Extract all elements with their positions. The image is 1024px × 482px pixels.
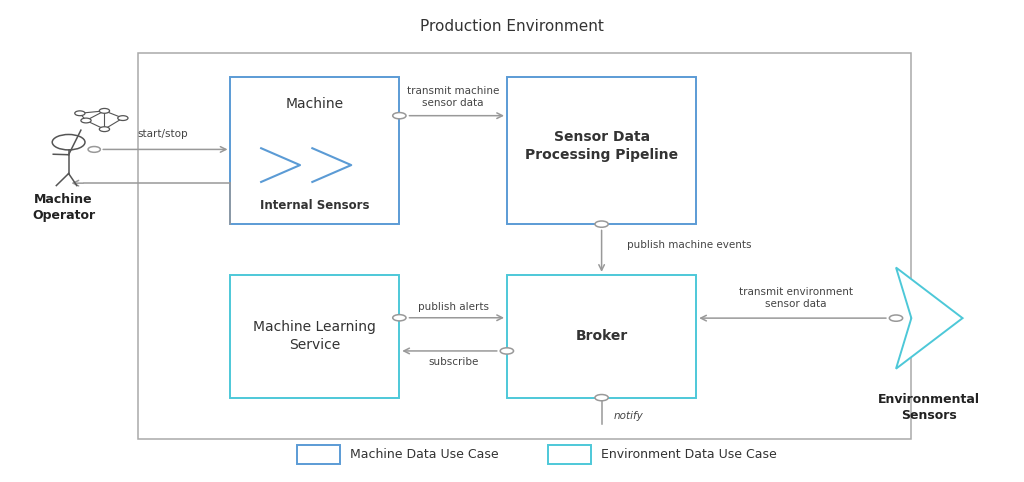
Circle shape xyxy=(595,221,608,228)
Text: Machine Learning
Service: Machine Learning Service xyxy=(254,320,376,352)
Text: Environment Data Use Case: Environment Data Use Case xyxy=(601,448,777,461)
Text: publish alerts: publish alerts xyxy=(418,302,488,312)
Circle shape xyxy=(595,394,608,401)
FancyBboxPatch shape xyxy=(507,275,696,398)
Text: Production Environment: Production Environment xyxy=(420,19,604,34)
Circle shape xyxy=(52,134,85,150)
Circle shape xyxy=(99,108,110,113)
Text: start/stop: start/stop xyxy=(137,129,187,139)
Text: Machine
Operator: Machine Operator xyxy=(32,193,95,222)
Text: publish machine events: publish machine events xyxy=(627,240,752,250)
Text: Machine: Machine xyxy=(286,96,344,111)
Text: subscribe: subscribe xyxy=(428,357,478,367)
Circle shape xyxy=(889,315,903,321)
Text: Environmental
Sensors: Environmental Sensors xyxy=(879,393,980,422)
Text: transmit environment
sensor data: transmit environment sensor data xyxy=(739,287,853,309)
Circle shape xyxy=(500,348,513,354)
Text: notify: notify xyxy=(614,411,644,421)
Circle shape xyxy=(99,127,110,132)
Circle shape xyxy=(392,112,406,119)
FancyBboxPatch shape xyxy=(230,275,399,398)
FancyBboxPatch shape xyxy=(297,445,340,464)
Circle shape xyxy=(75,111,85,116)
FancyBboxPatch shape xyxy=(507,77,696,224)
Circle shape xyxy=(81,118,91,123)
Circle shape xyxy=(392,315,406,321)
Text: transmit machine
sensor data: transmit machine sensor data xyxy=(407,86,500,108)
Text: Machine Data Use Case: Machine Data Use Case xyxy=(350,448,499,461)
Text: Broker: Broker xyxy=(575,329,628,343)
Circle shape xyxy=(88,147,100,152)
Circle shape xyxy=(118,116,128,120)
Text: Internal Sensors: Internal Sensors xyxy=(260,200,370,212)
FancyBboxPatch shape xyxy=(138,53,911,439)
FancyBboxPatch shape xyxy=(548,445,591,464)
Text: Sensor Data
Processing Pipeline: Sensor Data Processing Pipeline xyxy=(525,130,678,162)
FancyBboxPatch shape xyxy=(230,77,399,224)
Polygon shape xyxy=(896,268,963,369)
